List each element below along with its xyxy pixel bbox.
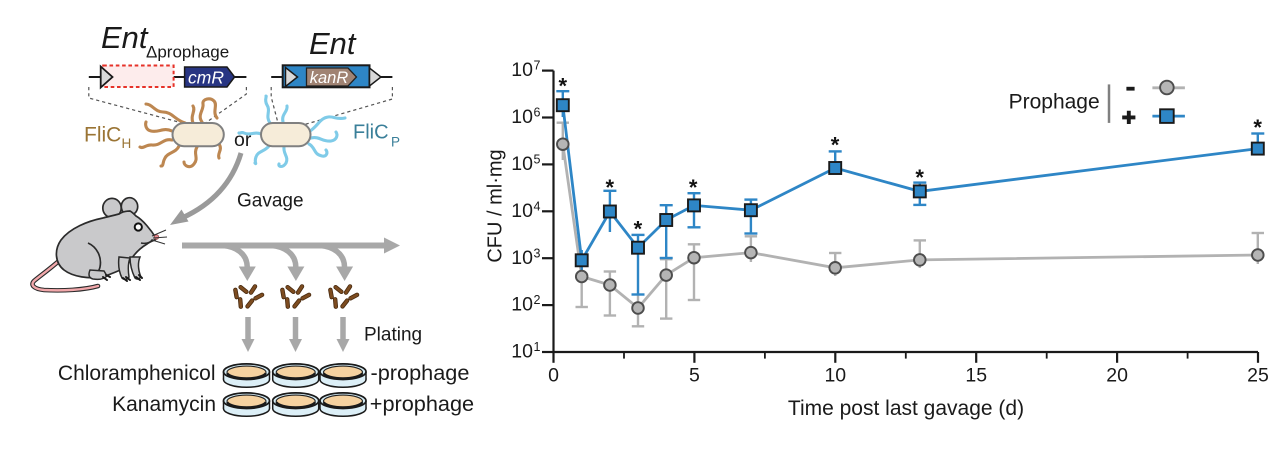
- svg-text:P: P: [391, 134, 400, 149]
- svg-text:Δprophage: Δprophage: [146, 43, 229, 62]
- svg-text:Kanamycin: Kanamycin: [112, 393, 216, 416]
- svg-text:+prophage: +prophage: [370, 391, 474, 416]
- svg-text:*: *: [634, 217, 643, 242]
- svg-text:FliC: FliC: [84, 124, 121, 147]
- svg-text:Ent: Ent: [309, 26, 357, 61]
- svg-text:kanR: kanR: [310, 69, 349, 87]
- svg-text:20: 20: [1106, 365, 1128, 387]
- svg-text:CFU / ml·mg: CFU / ml·mg: [485, 149, 507, 262]
- svg-text:5: 5: [534, 153, 541, 167]
- svg-text:10: 10: [511, 153, 533, 175]
- svg-text:10: 10: [511, 341, 533, 363]
- svg-text:H: H: [122, 136, 132, 151]
- svg-text:25: 25: [1247, 365, 1269, 387]
- svg-text:*: *: [1253, 115, 1262, 140]
- svg-text:*: *: [689, 175, 698, 200]
- svg-text:0: 0: [548, 365, 559, 387]
- svg-text:Prophage: Prophage: [1009, 90, 1100, 113]
- svg-text:Chloramphenicol: Chloramphenicol: [58, 362, 216, 385]
- svg-text:15: 15: [965, 365, 987, 387]
- svg-text:10: 10: [511, 106, 533, 128]
- svg-text:10: 10: [511, 200, 533, 222]
- svg-text:5: 5: [689, 365, 700, 387]
- svg-text:or: or: [234, 129, 252, 151]
- svg-text:*: *: [606, 175, 615, 200]
- svg-text:Time post last gavage (d): Time post last gavage (d): [788, 397, 1024, 420]
- svg-text:cmR: cmR: [188, 68, 224, 88]
- svg-text:3: 3: [534, 246, 541, 260]
- svg-text:FliC: FliC: [353, 122, 389, 144]
- svg-text:1: 1: [534, 340, 541, 354]
- svg-text:7: 7: [534, 59, 541, 73]
- svg-text:Plating: Plating: [364, 325, 422, 346]
- svg-text:10: 10: [824, 365, 846, 387]
- svg-text:6: 6: [534, 106, 541, 120]
- svg-text:Gavage: Gavage: [237, 191, 304, 212]
- svg-text:Ent: Ent: [101, 20, 149, 55]
- svg-text:*: *: [559, 74, 568, 99]
- svg-text:10: 10: [511, 59, 533, 81]
- svg-text:2: 2: [534, 293, 541, 307]
- svg-text:4: 4: [534, 199, 541, 213]
- svg-text:*: *: [915, 165, 924, 190]
- svg-text:10: 10: [511, 294, 533, 316]
- svg-text:10: 10: [511, 247, 533, 269]
- svg-text:*: *: [831, 133, 840, 158]
- svg-text:-prophage: -prophage: [371, 360, 470, 385]
